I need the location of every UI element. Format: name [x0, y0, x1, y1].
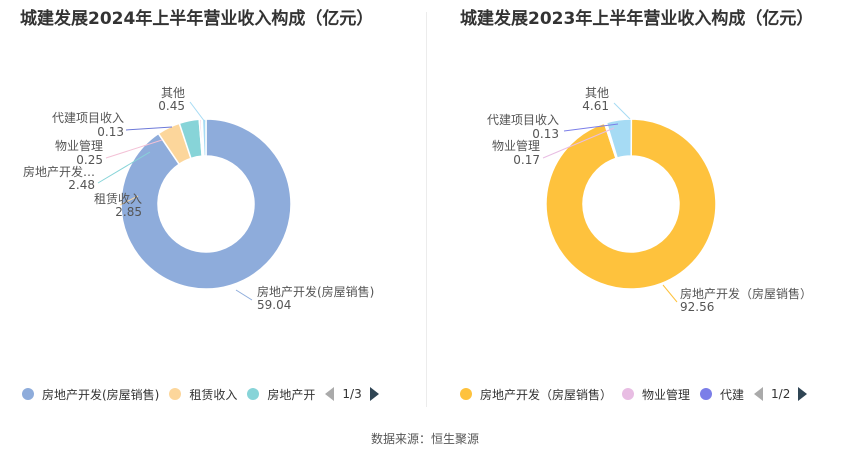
slice-label: 房地产开发(房屋销售)	[257, 284, 374, 299]
slice-label: 物业管理	[55, 138, 103, 153]
legend-items: 房地产开发（房屋销售） 物业管理 代建	[460, 386, 754, 403]
legend-label: 物业管理	[642, 387, 691, 402]
slice-value-label: 0.13	[532, 127, 559, 141]
slices	[545, 118, 717, 290]
label-leader-line	[97, 151, 151, 184]
legend-swatch	[169, 388, 182, 400]
slice-label: 其他	[585, 86, 609, 100]
chart-title: 城建发展2023年上半年营业收入构成（亿元）	[460, 9, 814, 29]
chart-panel-2023: 城建发展2023年上半年营业收入构成（亿元） 房地产开发（房屋销售） 92.56 物…	[425, 0, 850, 420]
legend: 房地产开发(房屋销售) 租赁收入 房地产开 1/3	[22, 385, 379, 403]
legend-label: 代建	[720, 387, 745, 402]
label-leader-line	[125, 126, 173, 131]
legend-label: 房地产开	[267, 387, 316, 402]
slice-value-label: 4.61	[582, 99, 609, 113]
legend-swatch	[460, 388, 472, 400]
slices	[120, 118, 292, 290]
legend-label: 房地产开发（房屋销售）	[480, 387, 613, 402]
legend-prev-icon[interactable]	[325, 387, 335, 401]
legend-swatch	[622, 388, 635, 400]
legend-next-icon[interactable]	[798, 387, 808, 401]
slice-label: 代建项目收入	[52, 111, 124, 125]
legend-swatch	[700, 388, 713, 400]
legend-items: 房地产开发(房屋销售) 租赁收入 房地产开	[22, 386, 325, 403]
label-leader-line	[563, 123, 619, 132]
label-leader-line	[235, 289, 253, 301]
label-leader-line	[613, 102, 631, 120]
legend-item[interactable]: 房地产开	[247, 386, 315, 403]
slice-value-label: 0.17	[513, 153, 540, 167]
legend: 房地产开发（房屋销售） 物业管理 代建 1/2	[460, 385, 808, 403]
label-leader-line	[189, 101, 206, 123]
legend-swatch	[247, 388, 260, 400]
slice-value-label: 59.04	[257, 298, 291, 312]
slice-value-label: 92.56	[680, 300, 714, 314]
legend-pager: 1/3	[325, 387, 379, 401]
slice-value-label: 0.45	[158, 99, 185, 113]
pie-slice[interactable]	[201, 118, 207, 157]
slice-label: 其他	[161, 86, 185, 100]
slice-value-label: 2.85	[115, 205, 142, 219]
legend-item[interactable]: 代建	[700, 386, 744, 403]
legend-item[interactable]: 房地产开发（房屋销售）	[460, 386, 612, 403]
slice-value-label: 2.48	[68, 178, 95, 192]
pie-slice[interactable]	[120, 118, 292, 290]
legend-label: 租赁收入	[189, 387, 238, 402]
slice-value-label: 0.13	[97, 125, 124, 139]
pie-slice[interactable]	[545, 118, 717, 290]
label-leader-line	[119, 195, 139, 206]
slice-label: 代建项目收入	[487, 113, 559, 127]
legend-page-indicator: 1/3	[342, 387, 362, 401]
chart-title: 城建发展2024年上半年营业收入构成（亿元）	[20, 9, 374, 29]
data-source: 数据来源：恒生聚源	[370, 432, 479, 446]
slice-label: 物业管理	[492, 138, 540, 153]
legend-pager: 1/2	[754, 387, 808, 401]
legend-page-indicator: 1/2	[771, 387, 791, 401]
slice-label: 房地产开发（房屋销售）	[680, 286, 812, 301]
legend-swatch	[22, 388, 34, 400]
label-leader-line	[542, 127, 615, 159]
legend-prev-icon[interactable]	[754, 387, 764, 401]
legend-next-icon[interactable]	[369, 387, 379, 401]
panel-divider	[426, 12, 427, 407]
legend-item[interactable]: 租赁收入	[169, 386, 237, 403]
legend-item[interactable]: 物业管理	[622, 386, 690, 403]
slice-label: 房地产开发…	[23, 164, 95, 179]
chart-panel-2024: 城建发展2024年上半年营业收入构成（亿元） 房地产开发(房屋销售) 59.04 租…	[0, 0, 425, 420]
slice-label: 租赁收入	[94, 192, 142, 206]
label-leader-line	[662, 284, 678, 303]
legend-label: 房地产开发(房屋销售)	[42, 387, 160, 402]
slice-value-label: 0.25	[76, 153, 103, 167]
legend-item[interactable]: 房地产开发(房屋销售)	[22, 386, 159, 403]
slice-labels: 房地产开发(房屋销售)59.04租赁收入2.85房地产开发…2.48物业管理0.…	[23, 86, 374, 312]
donut-chart-2024: 房地产开发(房屋销售)59.04租赁收入2.85房地产开发…2.48物业管理0.…	[23, 86, 374, 312]
label-leader-line	[105, 139, 163, 159]
